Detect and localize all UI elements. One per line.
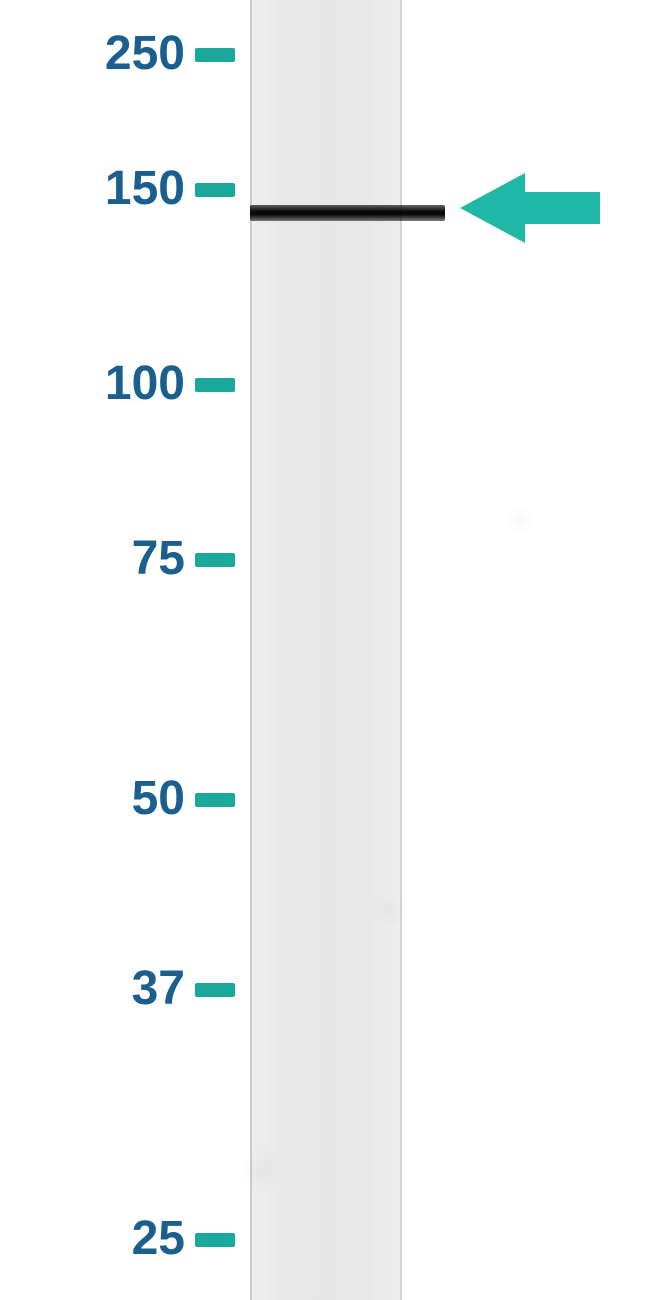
marker-label-150: 150 — [35, 161, 185, 216]
lane-border-left — [250, 0, 252, 1300]
arrow-shaft — [525, 192, 600, 224]
marker-label-50: 50 — [35, 771, 185, 826]
marker-tick-50 — [195, 793, 235, 807]
western-blot-container: 250 150 100 75 50 37 25 — [0, 0, 650, 1300]
marker-label-75: 75 — [35, 531, 185, 586]
marker-label-25: 25 — [35, 1211, 185, 1266]
marker-tick-75 — [195, 553, 235, 567]
marker-label-100: 100 — [35, 356, 185, 411]
blot-lane — [250, 0, 400, 1300]
marker-tick-25 — [195, 1233, 235, 1247]
arrow-head-icon — [460, 173, 525, 243]
protein-band — [250, 205, 445, 221]
marker-label-37: 37 — [35, 961, 185, 1016]
marker-tick-37 — [195, 983, 235, 997]
marker-tick-100 — [195, 378, 235, 392]
marker-label-250: 250 — [35, 26, 185, 81]
lane-border-right — [400, 0, 402, 1300]
marker-tick-150 — [195, 183, 235, 197]
marker-tick-250 — [195, 48, 235, 62]
